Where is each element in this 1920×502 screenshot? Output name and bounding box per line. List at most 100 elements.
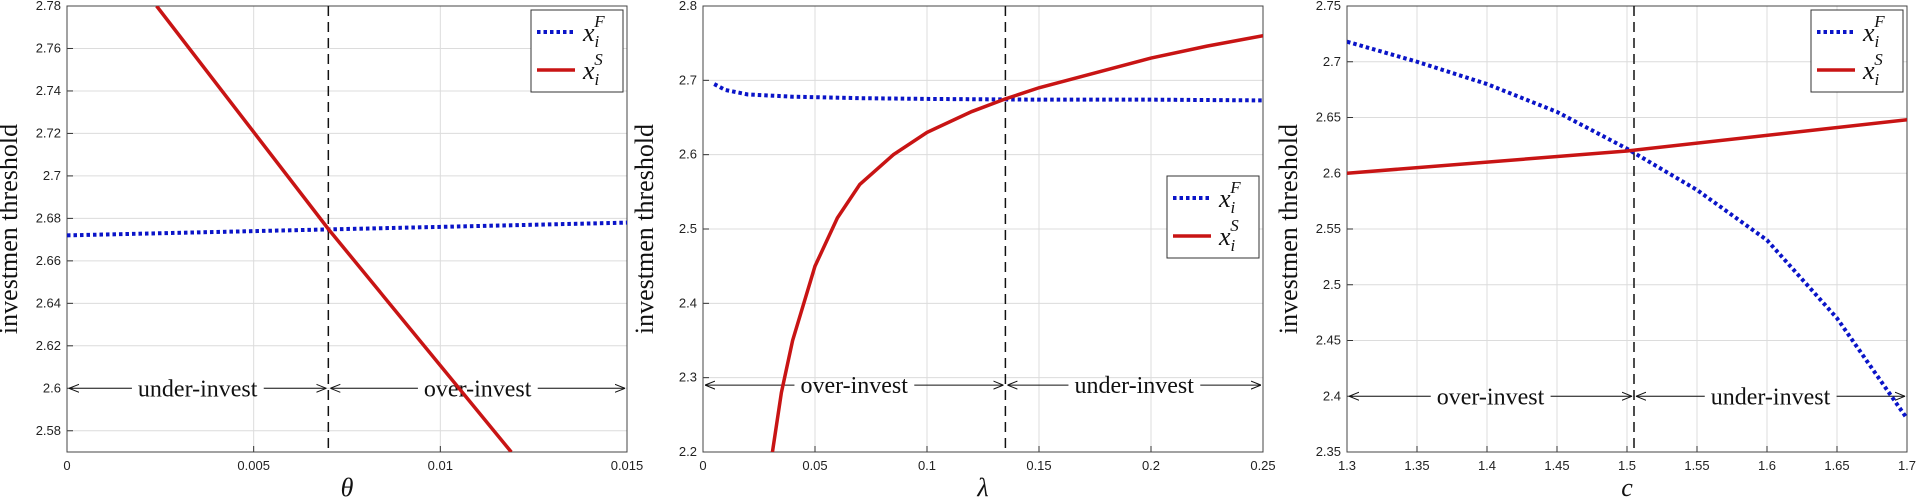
series-line bbox=[1347, 39, 1907, 420]
legend-sub: i bbox=[1231, 236, 1236, 255]
x-tick-label: 0.005 bbox=[237, 458, 270, 473]
y-tick-label: 2.75 bbox=[1316, 0, 1341, 13]
legend-name: x bbox=[582, 18, 595, 47]
x-tick-label: 1.35 bbox=[1404, 458, 1429, 473]
legend-sub: i bbox=[595, 70, 600, 89]
y-tick-label: 2.45 bbox=[1316, 333, 1341, 348]
y-tick-label: 2.5 bbox=[679, 221, 697, 236]
panel: 2.35 2.4 2.45 2.5 2.55 2.6 2.65 2.7 2.75 1.3 1.35 1… bbox=[1274, 0, 1916, 502]
y-tick-label: 2.7 bbox=[1323, 54, 1341, 69]
y-tick-label: 2.58 bbox=[36, 423, 61, 438]
annotation: over-invest bbox=[1437, 384, 1545, 410]
y-tick-label: 2.65 bbox=[1316, 110, 1341, 125]
panel: 2.2 2.3 2.4 2.5 2.6 2.7 2.8 0 0.05 0.1 0.15 0.2 0.25… bbox=[630, 0, 1276, 502]
x-axis-label: θ bbox=[341, 473, 354, 502]
annotation-bg bbox=[1704, 393, 1837, 400]
y-tick-label: 2.5 bbox=[1323, 277, 1341, 292]
x-tick-label: 0 bbox=[699, 458, 706, 473]
y-tick-label: 2.6 bbox=[679, 147, 697, 162]
legend-name: x bbox=[1218, 184, 1231, 213]
y-tick-label: 2.74 bbox=[36, 83, 61, 98]
legend-label: xiS bbox=[582, 50, 603, 89]
x-tick-label: 0 bbox=[63, 458, 70, 473]
series-line bbox=[770, 34, 1263, 452]
y-tick-label: 2.6 bbox=[43, 380, 61, 395]
x-tick-label: 1.45 bbox=[1544, 458, 1569, 473]
legend-box bbox=[1166, 175, 1260, 259]
y-tick-label: 2.78 bbox=[36, 0, 61, 13]
legend-box bbox=[1810, 9, 1904, 93]
legend-sub: i bbox=[1231, 198, 1236, 217]
legend-name: x bbox=[1862, 18, 1875, 47]
y-tick-label: 2.7 bbox=[43, 168, 61, 183]
y-tick-label: 2.6 bbox=[1323, 165, 1341, 180]
x-tick-label: 1.5 bbox=[1618, 458, 1636, 473]
annotation: under-invest bbox=[138, 376, 258, 402]
series-line bbox=[713, 82, 1263, 103]
x-axis-label: λ bbox=[976, 473, 988, 502]
x-tick-label: 1.6 bbox=[1758, 458, 1776, 473]
y-tick-label: 2.4 bbox=[1323, 388, 1341, 403]
x-tick-label: 0.015 bbox=[611, 458, 644, 473]
legend-label: xiS bbox=[1862, 50, 1883, 89]
y-tick-label: 2.55 bbox=[1316, 221, 1341, 236]
x-tick-label: 1.55 bbox=[1684, 458, 1709, 473]
annotation-bg bbox=[417, 385, 538, 392]
y-tick-label: 2.62 bbox=[36, 338, 61, 353]
y-tick-label: 2.68 bbox=[36, 210, 61, 225]
legend-sup: F bbox=[1873, 12, 1885, 31]
axes-frame bbox=[1346, 5, 1908, 453]
y-tick-label: 2.35 bbox=[1316, 444, 1341, 459]
y-tick-label: 2.4 bbox=[679, 295, 697, 310]
x-tick-label: 0.05 bbox=[802, 458, 827, 473]
x-tick-label: 1.3 bbox=[1338, 458, 1356, 473]
x-tick-label: 0.01 bbox=[428, 458, 453, 473]
y-tick-label: 2.2 bbox=[679, 444, 697, 459]
series-line bbox=[1347, 117, 1907, 175]
x-tick-label: 0.2 bbox=[1142, 458, 1160, 473]
annotation: under-invest bbox=[1074, 373, 1194, 399]
legend-sub: i bbox=[1875, 70, 1880, 89]
y-tick-label: 2.3 bbox=[679, 370, 697, 385]
legend-label: xiF bbox=[1862, 12, 1885, 51]
annotation-bg bbox=[794, 382, 915, 389]
x-axis-label: c bbox=[1621, 473, 1633, 502]
y-tick-label: 2.72 bbox=[36, 125, 61, 140]
legend-name: x bbox=[1862, 56, 1875, 85]
y-tick-label: 2.76 bbox=[36, 40, 61, 55]
legend-label: xiS bbox=[1218, 216, 1239, 255]
x-tick-label: 1.7 bbox=[1898, 458, 1916, 473]
axes-frame bbox=[66, 5, 628, 453]
legend-sup: F bbox=[1229, 178, 1241, 197]
legend-sub: i bbox=[1875, 32, 1880, 51]
annotation-bg bbox=[1430, 393, 1551, 400]
legend-label: xiF bbox=[582, 12, 605, 51]
legend-sup: S bbox=[1230, 216, 1239, 235]
annotation-bg bbox=[1068, 382, 1201, 389]
x-tick-label: 0.1 bbox=[918, 458, 936, 473]
y-tick-label: 2.66 bbox=[36, 253, 61, 268]
annotation: over-invest bbox=[424, 376, 532, 402]
legend-sup: S bbox=[594, 50, 603, 69]
legend-sup: S bbox=[1874, 50, 1883, 69]
legend-label: xiF bbox=[1218, 178, 1241, 217]
x-tick-label: 0.25 bbox=[1250, 458, 1275, 473]
x-tick-label: 1.4 bbox=[1478, 458, 1496, 473]
x-tick-label: 0.15 bbox=[1026, 458, 1051, 473]
legend-sup: F bbox=[593, 12, 605, 31]
panel: 2.58 2.6 2.62 2.64 2.66 2.68 2.7 2.72 2.74 2.76 2.… bbox=[0, 0, 643, 502]
legend-name: x bbox=[1218, 222, 1231, 251]
legend-box bbox=[530, 9, 624, 93]
annotation-bg bbox=[131, 385, 264, 392]
y-axis-label: investmen threshold bbox=[0, 124, 23, 334]
axes-frame bbox=[702, 5, 1264, 453]
annotation: under-invest bbox=[1711, 384, 1831, 410]
y-tick-label: 2.8 bbox=[679, 0, 697, 13]
x-tick-label: 1.65 bbox=[1824, 458, 1849, 473]
annotation: over-invest bbox=[800, 373, 908, 399]
y-axis-label: investmen threshold bbox=[630, 124, 659, 334]
legend-sub: i bbox=[595, 32, 600, 51]
series-line bbox=[67, 220, 627, 238]
